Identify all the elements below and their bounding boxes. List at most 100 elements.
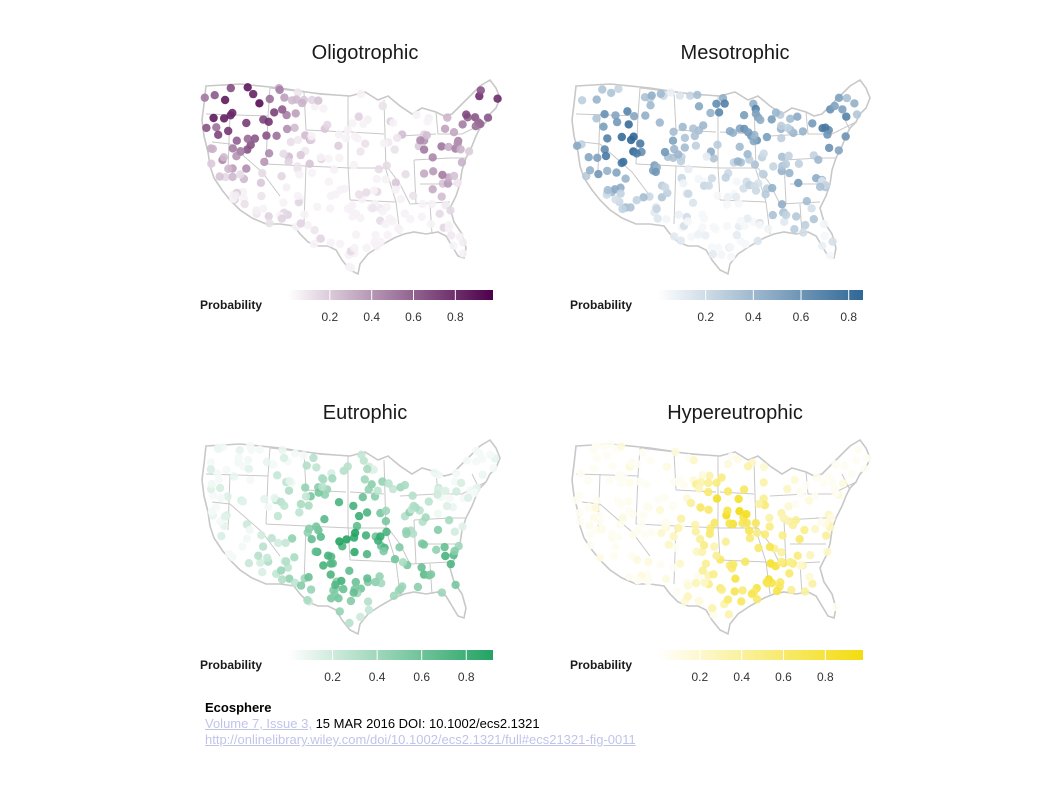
- lake-point: [695, 535, 705, 544]
- issue-link[interactable]: Volume 7, Issue 3,: [205, 716, 312, 731]
- lake-point: [293, 135, 303, 145]
- lake-point: [814, 155, 823, 164]
- lake-point: [602, 451, 612, 460]
- lake-point: [747, 589, 757, 599]
- lake-point: [235, 446, 244, 455]
- lake-point: [839, 479, 848, 488]
- lake-point: [825, 251, 835, 260]
- lake-point: [351, 577, 360, 587]
- lake-point: [850, 99, 859, 108]
- lake-point: [724, 460, 733, 469]
- lake-point: [278, 105, 287, 114]
- probability-legend: Probability 0.2 0.4 0.6 0.8: [200, 650, 530, 694]
- lake-point: [297, 98, 307, 108]
- lake-point: [611, 111, 620, 120]
- lake-point: [592, 496, 601, 505]
- state-border: [429, 563, 433, 595]
- lake-point: [644, 503, 653, 512]
- lake-point: [641, 111, 650, 120]
- lake-point: [601, 151, 611, 161]
- lake-point: [852, 456, 861, 465]
- legend-title: Probability: [570, 298, 633, 312]
- lake-point: [761, 190, 770, 199]
- lake-point: [309, 240, 319, 249]
- lake-point: [395, 543, 404, 552]
- lake-point: [821, 123, 830, 132]
- article-url-link[interactable]: http://onlinelibrary.wiley.com/doi/10.10…: [205, 732, 636, 747]
- lake-point: [642, 480, 651, 489]
- lake-point: [202, 123, 211, 133]
- lake-point: [655, 118, 664, 127]
- lake-point: [400, 209, 409, 218]
- lake-point: [698, 566, 707, 575]
- lake-point: [656, 560, 665, 569]
- lake-point: [224, 126, 233, 136]
- lake-point: [664, 540, 673, 549]
- lake-point: [751, 518, 760, 528]
- lake-point: [617, 132, 626, 142]
- lake-point: [284, 157, 293, 166]
- lake-point: [619, 157, 628, 167]
- lake-point: [313, 202, 322, 212]
- lake-point: [777, 134, 786, 143]
- lake-point: [360, 475, 369, 484]
- lake-point: [326, 559, 335, 568]
- lake-point: [421, 513, 430, 522]
- lake-point: [432, 545, 441, 554]
- lake-point: [734, 199, 744, 208]
- lake-point: [326, 191, 335, 200]
- lake-point: [599, 122, 608, 131]
- lake-point: [726, 252, 736, 261]
- lake-point: [433, 509, 443, 518]
- lake-point: [671, 543, 680, 552]
- lake-point: [449, 128, 459, 137]
- lake-point: [710, 542, 719, 551]
- lake-point: [790, 225, 799, 234]
- lake-point: [329, 165, 339, 174]
- lake-point: [802, 481, 811, 490]
- state-border: [637, 87, 641, 117]
- lake-point: [215, 483, 225, 493]
- lake-point: [638, 448, 647, 457]
- lake-point: [780, 217, 789, 226]
- ramp-fill: [288, 290, 493, 300]
- lake-point: [765, 542, 775, 552]
- lake-point: [717, 585, 727, 594]
- lake-point: [785, 168, 794, 178]
- lake-point: [691, 141, 701, 150]
- lake-point: [363, 574, 372, 583]
- lake-point: [709, 154, 718, 163]
- lake-point: [346, 596, 356, 606]
- lake-point: [224, 164, 233, 173]
- lake-point: [293, 88, 303, 97]
- state-border: [349, 559, 397, 563]
- lake-point: [847, 469, 857, 478]
- legend-title: Probability: [200, 298, 263, 312]
- lake-point: [686, 498, 696, 508]
- lake-point: [300, 210, 309, 219]
- lake-point: [282, 124, 292, 134]
- lake-point: [255, 99, 264, 108]
- lake-point: [339, 584, 348, 594]
- lake-point: [217, 531, 226, 541]
- lake-point: [419, 540, 429, 549]
- lake-point: [395, 225, 404, 234]
- us-map: [571, 78, 871, 276]
- state-border: [305, 165, 351, 169]
- lake-point: [428, 153, 437, 162]
- lake-point: [416, 136, 425, 145]
- lake-point: [694, 102, 704, 111]
- lake-point: [243, 83, 252, 92]
- lake-point: [592, 454, 602, 463]
- lake-point: [686, 91, 695, 100]
- lake-point: [260, 494, 269, 504]
- legend-tick: 0.6: [775, 670, 792, 684]
- lake-point: [704, 181, 713, 190]
- lake-point: [657, 528, 666, 538]
- lake-point: [232, 136, 241, 145]
- lake-point: [382, 161, 391, 170]
- lake-point: [291, 109, 300, 118]
- lake-point: [306, 585, 316, 594]
- lake-point: [772, 586, 782, 596]
- lake-point: [709, 570, 718, 579]
